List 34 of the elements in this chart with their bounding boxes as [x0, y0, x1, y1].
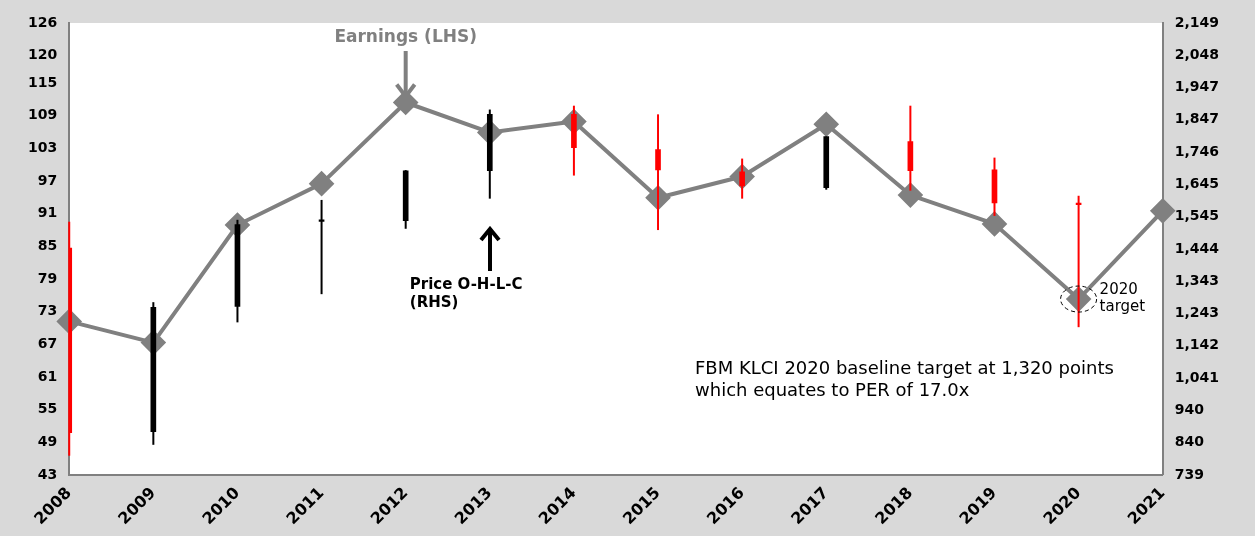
y2-tick-label: 1,444	[1174, 239, 1220, 256]
annotation: Earnings (LHS)	[334, 25, 477, 46]
y2-tick-label: 2,149	[1174, 13, 1220, 30]
y2-tick-label: 1,041	[1174, 368, 1220, 385]
annotation: Price O-H-L-C (RHS)	[409, 275, 523, 312]
y-tick-label: 115	[27, 73, 58, 90]
y-tick-label: 49	[37, 432, 58, 449]
y-tick-label: 120	[27, 46, 58, 63]
y2-tick-label: 1,947	[1174, 78, 1220, 95]
y2-tick-label: 1,645	[1174, 175, 1220, 192]
y-tick-label: 126	[27, 13, 58, 30]
y-tick-label: 85	[37, 236, 58, 253]
y2-tick-label: 1,746	[1174, 142, 1220, 159]
y2-tick-label: 1,142	[1174, 336, 1220, 353]
y2-tick-label: 1,545	[1174, 207, 1220, 224]
y2-tick-label: 940	[1174, 401, 1205, 418]
y-tick-label: 61	[37, 367, 58, 384]
y-tick-label: 91	[37, 204, 58, 221]
annotation: 2020 target	[1099, 280, 1146, 316]
y2-tick-label: 1,243	[1174, 304, 1220, 321]
y-tick-label: 97	[37, 171, 58, 188]
y2-tick-label: 739	[1174, 465, 1204, 482]
y2-tick-label: 1,343	[1174, 271, 1220, 288]
y2-tick-label: 2,048	[1174, 46, 1220, 63]
y2-tick-label: 840	[1174, 433, 1205, 450]
y-tick-label: 43	[37, 465, 58, 482]
y-tick-label: 55	[37, 400, 58, 417]
y-tick-label: 79	[37, 269, 58, 286]
y2-tick-label: 1,847	[1174, 110, 1220, 127]
y-tick-label: 73	[37, 302, 58, 319]
y-tick-label: 103	[27, 138, 58, 155]
annotation: FBM KLCI 2020 baseline target at 1,320 points which equates to PER of 17.0x	[695, 356, 1114, 400]
y-tick-label: 67	[37, 334, 58, 351]
y-tick-label: 109	[27, 106, 58, 123]
